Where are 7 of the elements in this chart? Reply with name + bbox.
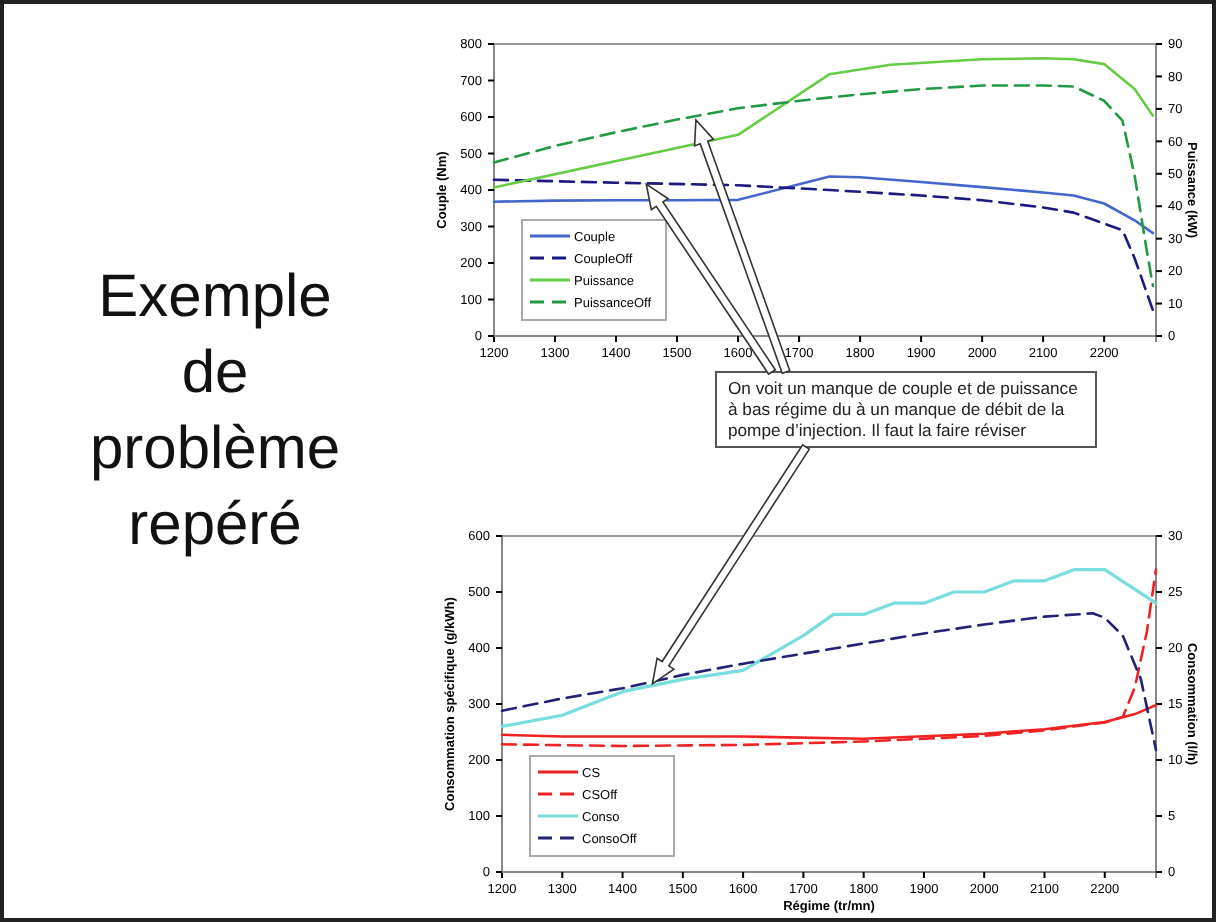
line-series <box>492 56 1155 189</box>
text: On voit un manque de couple et de puissance à bas régime du à un manque de débit de la pompe d’injection. Il faut la faire réviser <box>728 378 1079 440</box>
line-series <box>500 611 1158 752</box>
line-series <box>492 175 1155 235</box>
text: Exemple de problème repéré <box>89 264 341 558</box>
line-series <box>492 178 1155 312</box>
line-series <box>492 84 1155 288</box>
